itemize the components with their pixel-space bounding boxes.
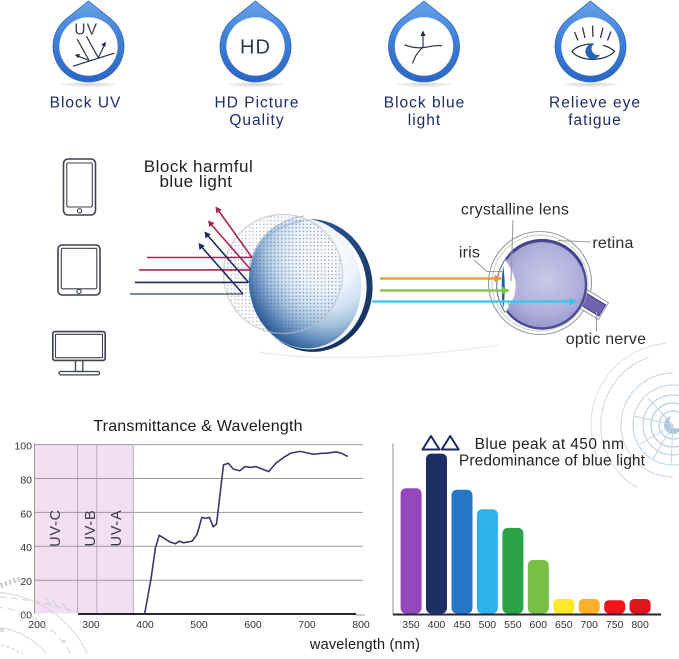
svg-text:500: 500 (190, 619, 208, 631)
svg-text:UV-A: UV-A (109, 509, 125, 546)
svg-text:HD: HD (240, 37, 271, 59)
svg-text:light: light (408, 112, 441, 129)
svg-text:450: 450 (453, 619, 471, 631)
svg-text:retina: retina (592, 235, 633, 252)
svg-text:650: 650 (555, 619, 573, 631)
svg-text:400: 400 (428, 619, 446, 631)
svg-text:Block blue: Block blue (384, 95, 466, 112)
svg-text:600: 600 (244, 619, 262, 631)
svg-text:Predominance of blue light: Predominance of blue light (459, 453, 646, 470)
svg-text:800: 800 (352, 619, 370, 631)
svg-text:400: 400 (136, 619, 154, 631)
svg-text:800: 800 (631, 619, 649, 631)
svg-text:Quality: Quality (229, 112, 284, 129)
svg-text:20: 20 (20, 576, 32, 588)
svg-text:blue light: blue light (159, 172, 232, 191)
svg-text:40: 40 (20, 542, 32, 554)
svg-text:HD Picture: HD Picture (215, 95, 300, 112)
svg-text:60: 60 (20, 509, 32, 521)
svg-text:Transmittance & Wavelength: Transmittance & Wavelength (93, 418, 302, 435)
svg-text:iris: iris (459, 245, 480, 262)
svg-text:optic nerve: optic nerve (566, 331, 646, 348)
svg-text:600: 600 (530, 619, 548, 631)
svg-text:350: 350 (402, 619, 420, 631)
svg-text:fatigue: fatigue (568, 112, 622, 129)
svg-text:UV-C: UV-C (48, 509, 64, 547)
svg-text:750: 750 (606, 619, 624, 631)
svg-text:80: 80 (20, 475, 32, 487)
svg-text:wavelength (nm): wavelength (nm) (309, 637, 420, 653)
svg-text:UV-B: UV-B (83, 509, 99, 546)
svg-text:100: 100 (14, 441, 32, 453)
svg-text:700: 700 (580, 619, 598, 631)
svg-text:200: 200 (28, 619, 46, 631)
svg-text:300: 300 (82, 619, 100, 631)
svg-text:500: 500 (479, 619, 497, 631)
svg-text:Blue peak at 450 nm: Blue peak at 450 nm (475, 436, 625, 453)
svg-text:UV: UV (74, 22, 98, 39)
svg-text:Relieve eye: Relieve eye (549, 95, 641, 112)
svg-text:crystalline lens: crystalline lens (461, 202, 569, 219)
svg-text:700: 700 (298, 619, 316, 631)
svg-text:550: 550 (504, 619, 522, 631)
svg-text:Block UV: Block UV (50, 95, 122, 112)
